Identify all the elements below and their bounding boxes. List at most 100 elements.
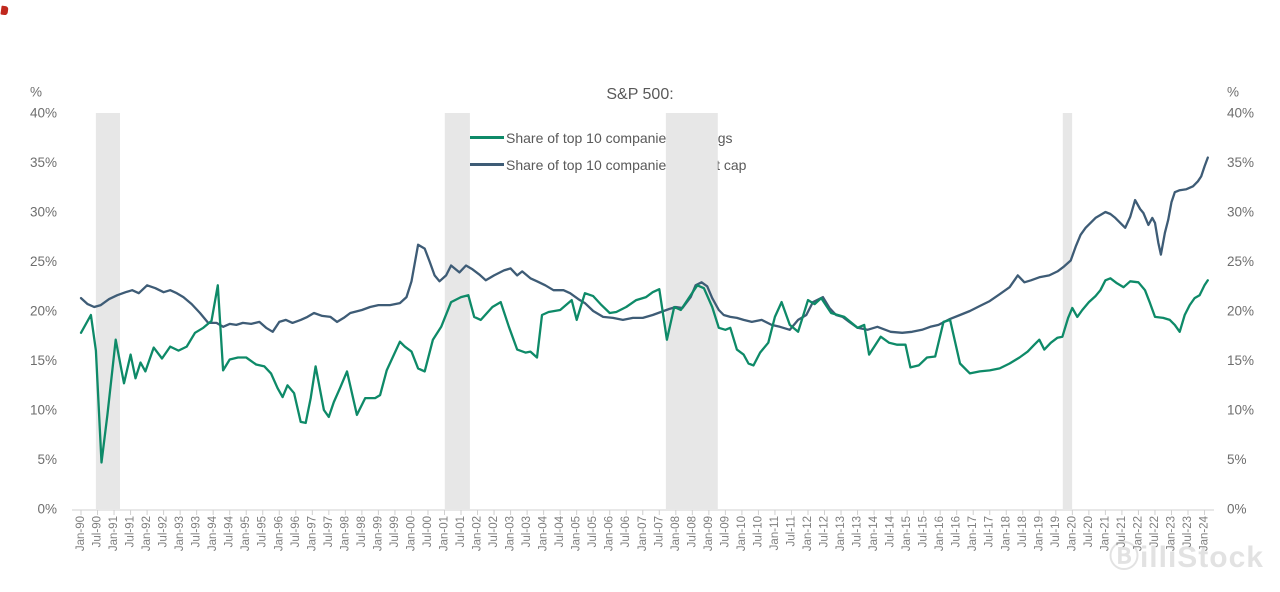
x-tick-label: Jul-08 [686, 516, 698, 547]
x-tick-label: Jan-11 [769, 516, 781, 550]
y-tick-label-right: 15% [1227, 353, 1254, 368]
y-tick-label-left: 35% [30, 155, 57, 170]
y-tick-label-left: 30% [30, 205, 57, 220]
x-tick-label: Jul-04 [554, 515, 566, 547]
x-tick-label: Jan-96 [273, 516, 285, 551]
x-tick-label: Jan-21 [1099, 516, 1111, 551]
y-axis-unit-right: % [1227, 85, 1239, 100]
x-tick-label: Jul-01 [455, 516, 467, 547]
recession-band [444, 113, 470, 509]
x-tick-label: Jan-00 [405, 516, 417, 551]
x-tick-label: Jul-97 [323, 516, 335, 547]
x-tick-label: Jan-18 [1000, 516, 1012, 551]
y-tick-label-right: 10% [1227, 403, 1254, 418]
y-tick-label-left: 10% [30, 403, 57, 418]
x-tick-label: Jan-03 [505, 516, 517, 551]
x-tick-label: Jul-91 [125, 516, 137, 547]
recession-band [665, 113, 718, 509]
x-tick-label: Jan-06 [604, 516, 616, 551]
x-tick-label: Jul-17 [984, 516, 996, 547]
x-tick-label: Jan-15 [901, 516, 913, 551]
x-tick-label: Jan-05 [571, 516, 583, 551]
x-tick-label: Jul-02 [488, 516, 500, 547]
chart-title: S&P 500: [606, 86, 674, 103]
y-tick-label-left: 20% [30, 304, 57, 319]
x-tick-label: Jul-92 [158, 516, 170, 547]
x-tick-label: Jan-19 [1033, 516, 1045, 551]
y-tick-label-right: 20% [1227, 304, 1254, 319]
x-tick-label: Jul-95 [257, 516, 269, 547]
y-tick-label-left: 0% [37, 502, 57, 517]
y-tick-label-left: 40% [30, 106, 57, 121]
x-tick-label: Jul-15 [918, 516, 930, 547]
x-tick-label: Jul-20 [1083, 516, 1095, 547]
x-tick-label: Jan-02 [472, 516, 484, 551]
y-tick-label-right: 0% [1227, 502, 1247, 517]
line-earnings [79, 277, 1209, 464]
x-tick-label: Jul-00 [422, 516, 434, 547]
y-tick-label-right: 40% [1227, 106, 1254, 121]
x-tick-label: Jul-23 [1182, 516, 1194, 547]
y-tick-label-right: 5% [1227, 452, 1247, 467]
x-tick-label: Jul-90 [92, 516, 104, 547]
x-tick-label: Jan-10 [736, 516, 748, 551]
x-tick-label: Jan-90 [75, 516, 87, 551]
x-tick-label: Jan-92 [141, 516, 153, 551]
x-tick-label: Jan-95 [240, 516, 252, 551]
x-tick-label: Jul-07 [653, 516, 665, 547]
x-tick-label: Jul-96 [290, 516, 302, 547]
y-tick-label-left: 5% [37, 452, 57, 467]
recession-band [95, 113, 120, 509]
x-tick-label: Jan-04 [538, 515, 550, 551]
x-tick-label: Jan-23 [1165, 516, 1177, 551]
x-tick-label: Jul-06 [620, 516, 632, 547]
x-tick-label: Jul-21 [1116, 516, 1128, 547]
x-tick-label: Jul-11 [785, 516, 797, 546]
x-tick-label: Jul-19 [1050, 516, 1062, 547]
x-tick-label: Jan-01 [438, 516, 450, 551]
x-tick-label: Jul-16 [951, 516, 963, 547]
recession-band [1062, 113, 1073, 509]
x-tick-label: Jan-94 [207, 515, 219, 551]
x-tick-label: Jan-08 [670, 516, 682, 551]
y-tick-label-left: 25% [30, 254, 57, 269]
y-tick-label-left: 15% [30, 353, 57, 368]
x-tick-label: Jan-97 [306, 516, 318, 551]
legend-swatch-earnings [470, 136, 504, 139]
x-tick-label: Jul-03 [521, 516, 533, 547]
x-tick-label: Jan-99 [372, 516, 384, 551]
x-tick-label: Jul-99 [389, 516, 401, 547]
x-tick-label: Jul-93 [191, 516, 203, 547]
x-tick-label: Jul-12 [819, 516, 831, 547]
y-axis-unit-left: % [30, 85, 42, 100]
x-tick-label: Jan-13 [835, 516, 847, 551]
x-tick-label: Jul-94 [224, 515, 236, 547]
x-tick-label: Jul-98 [356, 516, 368, 547]
line-marketcap [79, 156, 1209, 334]
x-tick-label: Jan-93 [174, 516, 186, 551]
x-tick-label: Jan-22 [1132, 516, 1144, 551]
x-tick-label: Jul-14 [885, 515, 897, 547]
y-tick-label-right: 25% [1227, 254, 1254, 269]
x-tick-label: Jan-14 [868, 515, 880, 551]
x-tick-label: Jan-07 [637, 516, 649, 551]
x-tick-label: Jul-05 [587, 516, 599, 547]
x-tick-label: Jul-09 [719, 516, 731, 547]
x-tick-label: Jan-17 [967, 516, 979, 551]
x-tick-label: Jan-91 [108, 516, 120, 551]
x-tick-label: Jul-22 [1149, 516, 1161, 547]
x-tick-label: Jan-24 [1199, 515, 1211, 551]
y-tick-label-right: 35% [1227, 155, 1254, 170]
y-tick-label-right: 30% [1227, 205, 1254, 220]
x-tick-label: Jan-12 [802, 516, 814, 551]
x-tick-label: Jul-10 [752, 516, 764, 547]
x-tick-label: Jul-18 [1017, 516, 1029, 547]
x-tick-label: Jan-98 [339, 516, 351, 551]
legend-swatch-marketcap [470, 163, 504, 166]
x-tick-label: Jan-09 [703, 516, 715, 551]
x-tick-label: Jul-13 [852, 516, 864, 547]
watermark: ⒷilliStock [1108, 541, 1264, 574]
x-tick-label: Jan-16 [934, 516, 946, 551]
